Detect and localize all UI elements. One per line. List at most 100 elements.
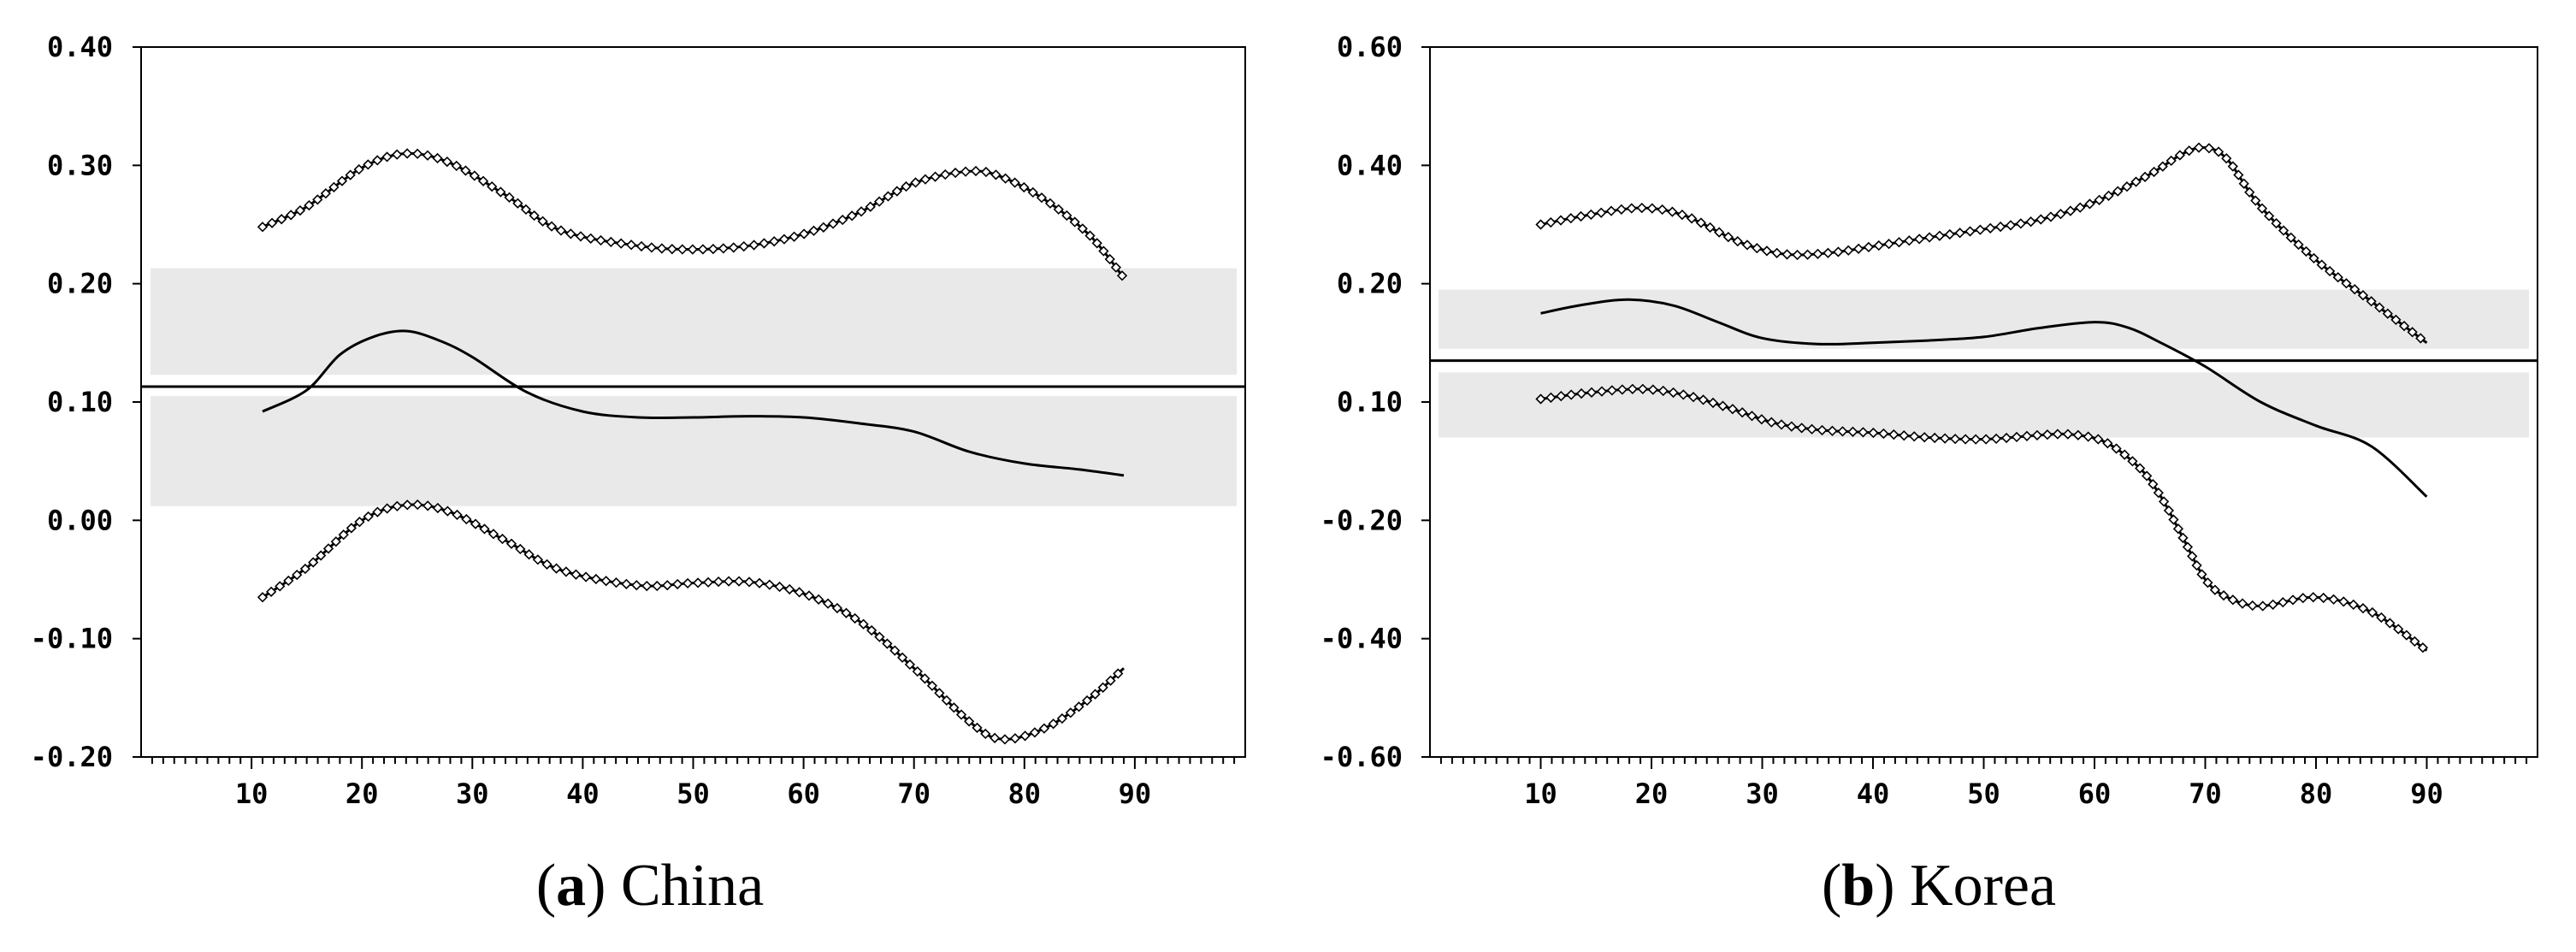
series-marker-lower [2153,488,2164,499]
series-marker-lower [972,722,983,734]
series-marker-upper [2025,216,2036,228]
series-marker-upper [2148,166,2159,178]
series-marker-upper [345,169,356,180]
series-marker-upper [565,228,576,239]
series-marker-lower [1596,386,1608,397]
series-marker-upper [336,175,348,186]
series-marker-lower [941,695,952,706]
series-marker-upper [469,170,480,181]
series-marker-lower [2409,636,2420,647]
series-marker-lower [1737,407,1748,418]
series-marker-lower [662,580,673,591]
series-marker-lower [330,536,341,547]
x-tick-label: 30 [1746,778,1779,810]
series-marker-upper [2366,296,2377,307]
series-marker-lower [1970,434,1982,445]
series-marker-upper [392,149,403,160]
series-marker-lower [849,612,860,624]
series-marker-lower [858,618,869,630]
y-tick-label: 0.40 [47,31,113,63]
series-marker-upper [2271,217,2282,229]
series-marker-lower [497,533,508,545]
series-marker-lower [422,500,434,511]
series-marker-upper [1944,228,1955,240]
series-marker-upper [676,244,688,255]
series-marker-lower [479,523,490,535]
series-marker-lower [2083,431,2094,442]
series-marker-lower [570,569,582,580]
series-marker-upper [1954,228,1965,239]
series-marker-lower [1817,424,1828,436]
series-marker-lower [523,549,535,560]
series-marker-lower [2218,589,2230,601]
series-marker-upper [1722,231,1734,243]
series-marker-lower [934,688,945,699]
series-marker-upper [1752,243,1763,254]
series-marker-lower [2041,429,2053,441]
series-marker-upper [748,239,759,251]
series-marker-lower [1678,389,1689,400]
series-marker-lower [2318,592,2329,604]
series-marker-upper [595,234,606,246]
series-marker-lower [2177,532,2189,543]
series-marker-upper [940,169,951,180]
series-marker-upper [2065,205,2077,216]
series-marker-lower [2236,598,2248,609]
series-marker-upper [1565,213,1576,224]
series-marker-upper [1575,210,1586,222]
series-marker-upper [865,201,876,212]
series-marker-lower [283,575,294,587]
series-marker-upper [728,242,739,253]
series-marker-lower [346,523,357,534]
series-marker-upper [1596,207,1607,218]
series-marker-upper [2112,186,2124,197]
series-marker-lower [590,573,601,585]
series-marker-lower [452,509,463,521]
series-marker-upper [1812,248,1823,259]
series-marker-upper [520,204,532,216]
series-marker-lower [896,652,908,663]
series-marker-upper [1636,202,1647,214]
series-marker-lower [2209,584,2221,595]
series-marker-upper [1833,246,1844,257]
series-marker-lower [1707,397,1719,409]
series-marker-upper [1019,181,1030,193]
series-marker-lower [1637,383,1648,394]
y-tick-label: -0.20 [1320,504,1403,536]
series-marker-upper [1975,224,1986,235]
series-marker-lower [515,543,526,555]
series-marker-upper [1110,262,1122,273]
series-marker-lower [948,702,960,713]
series-marker-upper [2244,186,2255,198]
series-marker-upper [718,243,729,254]
series-marker-upper [1852,243,1864,254]
series-marker-upper [537,216,548,227]
series-marker-upper [2183,145,2195,157]
series-marker-upper [432,152,443,164]
series-marker-upper [441,156,452,168]
series-marker-lower [712,576,724,588]
series-marker-upper [616,238,627,249]
series-marker-upper [304,199,315,211]
series-marker-lower [1065,707,1076,718]
series-marker-upper [2301,245,2312,257]
series-marker-upper [1077,223,1088,234]
caption-korea-name: Korea [1910,853,2056,919]
series-marker-lower [299,563,311,575]
y-tick-label: 0.30 [47,149,113,181]
series-marker-lower [1056,713,1068,724]
series-marker-lower [1029,727,1041,738]
y-tick-label: 0.20 [1337,268,1403,300]
series-marker-upper [1053,204,1064,215]
series-marker-upper [555,225,567,236]
series-marker-upper [960,166,972,177]
series-marker-upper [1555,215,1567,226]
series-marker-lower [990,732,1001,743]
series-marker-upper [949,167,961,179]
x-tick-label: 50 [676,778,710,810]
series-marker-upper [901,180,912,192]
shaded-band-1 [151,396,1237,506]
series-marker-upper [2233,169,2244,180]
x-tick-label: 80 [1008,778,1042,810]
series-marker-lower [1586,387,1598,398]
